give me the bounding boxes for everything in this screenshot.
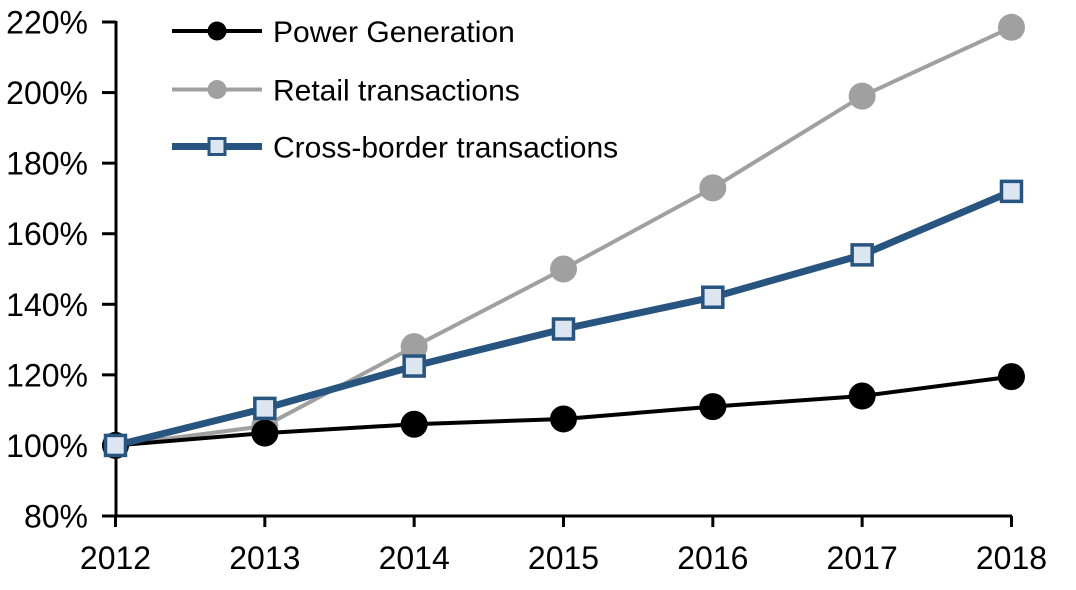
x-tick-label: 2012 — [80, 540, 151, 576]
data-point-cross-border-transactions-2016 — [701, 285, 725, 309]
data-point-cross-border-transactions-2013 — [253, 396, 277, 421]
data-point-power-generation-2015 — [549, 405, 577, 433]
y-tick-label: 200% — [6, 75, 88, 111]
data-point-cross-border-transactions-2017 — [850, 243, 874, 267]
data-point-power-generation-2014 — [400, 410, 428, 438]
y-tick-label: 80% — [24, 499, 88, 535]
y-tick-label: 120% — [6, 357, 88, 393]
x-tick-label: 2018 — [976, 540, 1047, 576]
data-point-cross-border-transactions-2018 — [999, 179, 1024, 204]
data-point-retail-transactions-2017 — [848, 82, 876, 110]
data-point-power-generation-2017 — [848, 382, 876, 410]
data-point-cross-border-transactions-2015 — [551, 317, 576, 341]
legend-label-retail-transactions: Retail transactions — [273, 74, 520, 107]
x-tick-label: 2015 — [528, 540, 599, 576]
data-point-power-generation-2018 — [997, 363, 1025, 391]
x-tick-label: 2014 — [379, 540, 450, 576]
legend-marker-cross-border-transactions — [207, 137, 227, 156]
data-point-retail-transactions-2015 — [549, 255, 577, 283]
data-point-retail-transactions-2016 — [699, 174, 727, 202]
data-point-retail-transactions-2014 — [400, 333, 428, 361]
y-tick-label: 220% — [6, 5, 88, 41]
y-tick-label: 100% — [6, 428, 88, 464]
data-point-cross-border-transactions-2014 — [402, 354, 426, 378]
data-point-retail-transactions-2018 — [997, 13, 1025, 41]
data-point-power-generation-2016 — [699, 393, 727, 421]
legend-label-power-generation: Power Generation — [273, 16, 515, 49]
legend-marker-retail-transactions — [207, 80, 227, 99]
y-tick-label: 160% — [6, 216, 88, 252]
y-tick-label: 180% — [6, 146, 88, 182]
legend-marker-power-generation — [207, 21, 227, 41]
y-tick-label: 140% — [6, 287, 88, 323]
x-tick-label: 2017 — [827, 540, 898, 576]
data-point-cross-border-transactions-2012 — [103, 433, 128, 458]
x-tick-label: 2016 — [677, 540, 748, 576]
x-tick-label: 2013 — [229, 540, 300, 576]
data-point-power-generation-2013 — [251, 419, 279, 447]
legend-label-cross-border-transactions: Cross-border transactions — [273, 131, 618, 164]
